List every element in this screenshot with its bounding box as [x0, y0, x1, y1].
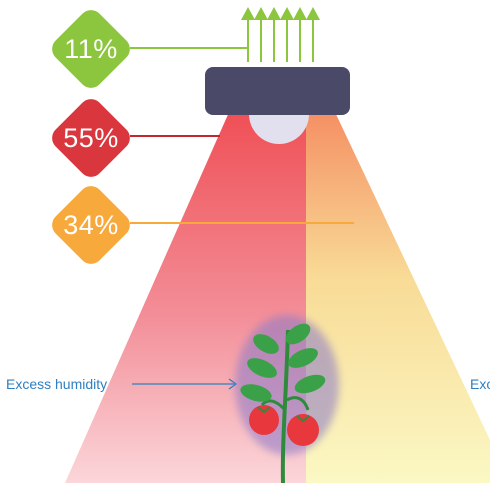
right-edge-label: Exc: [470, 376, 490, 392]
stat-value-green: 11%: [64, 33, 118, 64]
stat-value-red: 55%: [63, 122, 119, 153]
tomato-plant-icon: [235, 315, 339, 483]
excess-humidity-label: Excess humidity: [6, 376, 108, 392]
stat-badge-green: 11%: [47, 5, 135, 93]
yellow-light-beam: [306, 110, 490, 483]
upward-arrows-icon: [241, 7, 320, 62]
grow-lamp-icon: [205, 67, 350, 144]
stat-value-orange: 34%: [63, 209, 119, 240]
stat-badge-orange: 34%: [47, 181, 135, 269]
connector-lines: [130, 47, 354, 224]
stat-badge-red: 55%: [47, 94, 135, 182]
